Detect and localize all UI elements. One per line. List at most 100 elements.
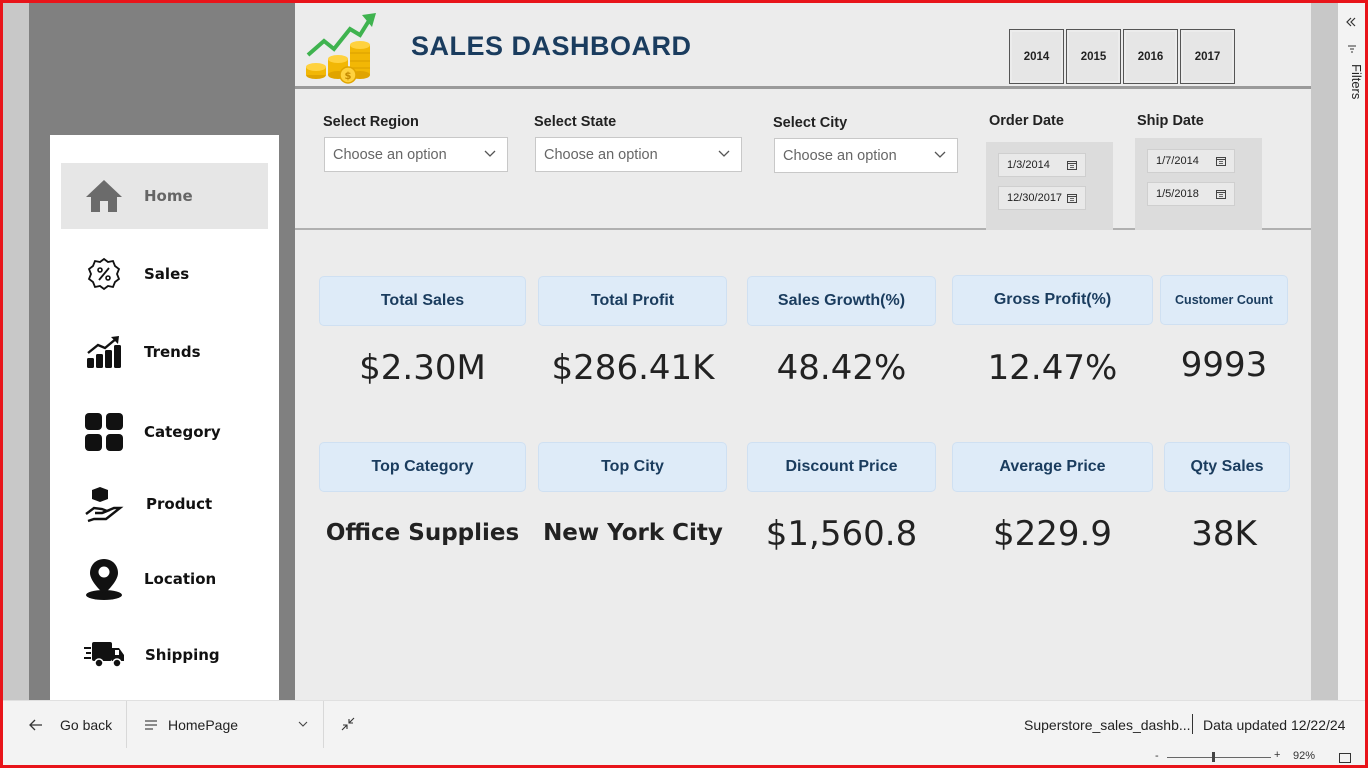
truck-icon: [83, 634, 125, 676]
kpi-average-price-header: Average Price: [952, 442, 1153, 492]
ship-date-slicer-title: Ship Date: [1137, 113, 1204, 129]
kpi-discount-price-value: $1,560.8: [765, 514, 918, 554]
nav-item-shipping[interactable]: Shipping: [61, 622, 268, 688]
kpi-top-category-header: Top Category: [319, 442, 526, 492]
nav-item-label: Category: [144, 423, 221, 441]
kpi-top-category-value: Office Supplies: [325, 520, 520, 546]
kpi-qty-sales-value: 38K: [1191, 514, 1257, 554]
calendar-icon: [1067, 194, 1077, 203]
chevron-down-icon: [934, 151, 946, 158]
chevron-down-icon: [718, 150, 730, 157]
kpi-total-sales-header: Total Sales: [319, 276, 526, 326]
go-back-button[interactable]: Go back: [3, 701, 126, 749]
nav-item-label: Trends: [144, 343, 201, 361]
order-date-start-field[interactable]: 1/3/2014: [998, 153, 1086, 177]
order-date-slicer: 1/3/2014 12/30/2017: [986, 142, 1113, 230]
calendar-icon: [1067, 161, 1077, 170]
kpi-customer-count-value: 9993: [1180, 345, 1268, 385]
nav-item-home[interactable]: Home: [61, 163, 268, 229]
nav-item-trends[interactable]: Trends: [61, 319, 268, 385]
city-dropdown[interactable]: Choose an option: [774, 138, 958, 173]
region-slicer-title: Select Region: [323, 114, 419, 130]
nav-item-category[interactable]: Category: [61, 399, 268, 465]
ship-date-start-field[interactable]: 1/7/2014: [1147, 149, 1235, 173]
hand-box-icon: [83, 483, 125, 525]
year-button-2014[interactable]: 2014: [1009, 29, 1064, 84]
go-back-label: Go back: [60, 717, 113, 733]
nav-item-label: Product: [146, 495, 213, 513]
collapse-view-icon[interactable]: [341, 717, 355, 731]
chevron-down-icon: [298, 721, 308, 727]
zoom-slider-track[interactable]: [1167, 757, 1271, 758]
state-dropdown[interactable]: Choose an option: [535, 137, 742, 172]
left-gutter: [3, 3, 29, 700]
divider: [126, 701, 127, 749]
order-date-end-field[interactable]: 12/30/2017: [998, 186, 1086, 210]
navigation-card: Home Sales Trends Category Product Locat…: [50, 135, 279, 700]
file-name[interactable]: Superstore_sales_dashb...: [1024, 717, 1191, 733]
calendar-icon: [1216, 157, 1226, 166]
kpi-qty-sales-header: Qty Sales: [1164, 442, 1290, 492]
city-slicer-title: Select City: [773, 115, 848, 131]
percent-badge-icon: [83, 253, 125, 295]
page-title: SALES DASHBOARD: [411, 31, 692, 61]
trend-bars-icon: [83, 331, 125, 373]
ship-date-end-field[interactable]: 1/5/2018: [1147, 182, 1235, 206]
nav-item-location[interactable]: Location: [61, 546, 268, 612]
region-dropdown[interactable]: Choose an option: [324, 137, 508, 172]
kpi-average-price-value: $229.9: [993, 514, 1112, 554]
kpi-gross-profit-value: 12.47%: [987, 348, 1118, 388]
current-page-label: HomePage: [168, 717, 239, 733]
kpi-top-city-value: New York City: [543, 520, 723, 546]
zoom-slider-thumb[interactable]: [1212, 752, 1215, 762]
ship-date-start-value: 1/7/2014: [1156, 155, 1199, 167]
right-gutter: [1311, 3, 1338, 700]
state-dropdown-placeholder: Choose an option: [544, 146, 658, 163]
year-button-2016[interactable]: 2016: [1123, 29, 1178, 84]
kpi-sales-growth-header: Sales Growth(%): [747, 276, 936, 326]
kpi-discount-price-header: Discount Price: [747, 442, 936, 492]
page-selector[interactable]: HomePage: [127, 701, 323, 749]
nav-item-label: Home: [144, 187, 193, 205]
ship-date-end-value: 1/5/2018: [1156, 188, 1199, 200]
data-updated-text: Data updated 12/22/24: [1203, 717, 1346, 733]
sales-growth-coins-icon: $: [304, 11, 379, 85]
location-pin-icon: [83, 558, 125, 600]
year-button-2015[interactable]: 2015: [1066, 29, 1121, 84]
back-arrow-icon: [29, 719, 42, 731]
bottom-bar: Go back HomePage Superstore_sales_dashb.…: [3, 700, 1365, 749]
nav-item-label: Location: [144, 570, 217, 588]
divider: [323, 701, 324, 749]
nav-item-label: Shipping: [145, 646, 220, 664]
order-date-slicer-title: Order Date: [989, 113, 1064, 129]
fit-to-page-icon[interactable]: [1339, 753, 1351, 763]
kpi-top-city-header: Top City: [538, 442, 727, 492]
nav-item-label: Sales: [144, 265, 190, 283]
kpi-gross-profit-header: Gross Profit(%): [952, 275, 1153, 325]
svg-text:$: $: [345, 71, 352, 82]
zoom-in-button[interactable]: +: [1274, 749, 1281, 761]
region-dropdown-placeholder: Choose an option: [333, 146, 447, 163]
year-button-2017[interactable]: 2017: [1180, 29, 1235, 84]
header-bar: $ SALES DASHBOARD 2014 2015 2016 2017: [295, 3, 1311, 89]
filter-icon: [1348, 45, 1356, 53]
filters-pane[interactable]: [1338, 3, 1365, 700]
filter-row: Select Region Choose an option Select St…: [295, 92, 1311, 230]
order-date-start-value: 1/3/2014: [1007, 159, 1050, 171]
divider: [1192, 714, 1193, 734]
zoom-out-button[interactable]: -: [1155, 750, 1159, 762]
nav-item-product[interactable]: Product: [61, 471, 268, 537]
kpi-total-profit-header: Total Profit: [538, 276, 727, 326]
ship-date-slicer: 1/7/2014 1/5/2018: [1135, 138, 1262, 230]
status-strip: - + 92%: [3, 748, 1365, 765]
category-grid-icon: [83, 411, 125, 453]
chevron-down-icon: [484, 150, 496, 157]
report-canvas: $ SALES DASHBOARD 2014 2015 2016 2017 Se…: [295, 3, 1311, 700]
state-slicer-title: Select State: [534, 114, 617, 130]
city-dropdown-placeholder: Choose an option: [783, 147, 897, 164]
nav-item-sales[interactable]: Sales: [61, 241, 268, 307]
collapse-chevron-icon[interactable]: [1346, 17, 1356, 27]
kpi-total-sales-value: $2.30M: [359, 348, 486, 388]
zoom-level: 92%: [1293, 750, 1316, 762]
kpi-sales-growth-value: 48.42%: [776, 348, 907, 388]
